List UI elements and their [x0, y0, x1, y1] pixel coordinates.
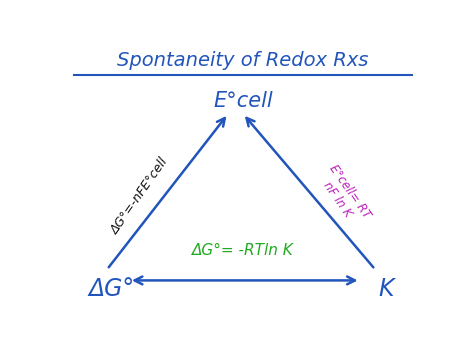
Text: K: K [378, 277, 393, 301]
Text: ΔG°=-nFE°cell: ΔG°=-nFE°cell [109, 155, 171, 236]
Text: E°cell= RT
nF ln K: E°cell= RT nF ln K [315, 162, 374, 229]
Text: ΔG°= -RTln K: ΔG°= -RTln K [192, 243, 294, 258]
Text: E°cell: E°cell [213, 91, 273, 111]
Text: Spontaneity of Redox Rxs: Spontaneity of Redox Rxs [117, 51, 369, 70]
Text: ΔG°: ΔG° [89, 277, 135, 301]
